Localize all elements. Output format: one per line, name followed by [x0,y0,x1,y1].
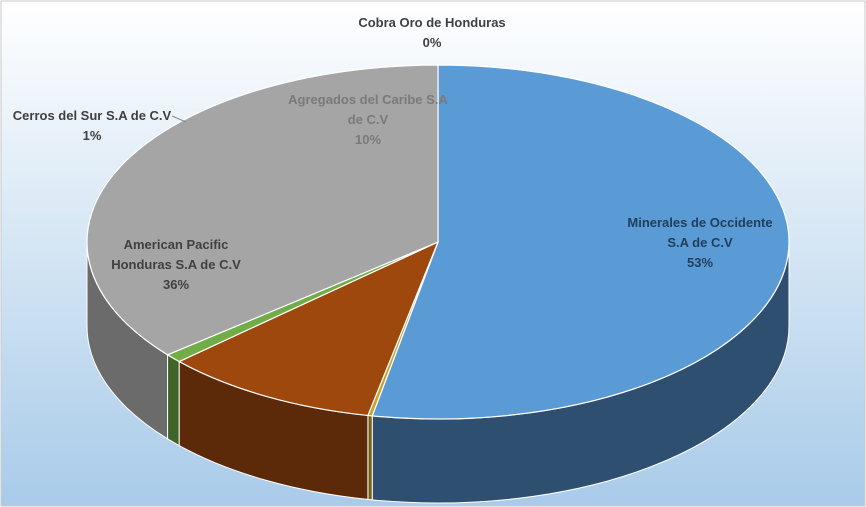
slice-percent-label: 0% [423,35,442,50]
pie-slice-side [167,353,180,447]
pie-labels: Minerales de Occidente S.A de C.V 53% Cobra… [13,15,773,292]
slice-percent-label: 10% [355,132,381,147]
slice-data-label: Cobra Oro de Honduras 0% [358,15,505,50]
label-leader-line [171,115,187,123]
pie-slice [371,64,790,420]
slice-name-label: Cobra Oro de Honduras [358,15,505,30]
slice-data-label: Minerales de Occidente S.A de C.V 53% [627,215,772,270]
slice-data-label: Agregados del Caribe S.A de C.V 10% [288,92,448,147]
pie-top-faces [86,64,790,420]
slice-data-label: American Pacific Honduras S.A de C.V 36% [111,237,241,292]
slice-name-label: Minerales de Occidente [627,215,772,230]
pie-slice [177,240,440,417]
slice-name-label: de C.V [348,112,389,127]
slice-percent-label: 53% [687,255,713,270]
slice-data-label: Cerros del Sur S.A de C.V 1% [13,108,172,143]
pie-slice [86,64,439,356]
slice-name-label: Cerros del Sur S.A de C.V [13,108,172,123]
slice-name-label: Agregados del Caribe S.A [288,92,448,107]
slice-percent-label: 36% [163,277,189,292]
slice-name-label: Honduras S.A de C.V [111,257,241,272]
slice-name-label: American Pacific [124,237,229,252]
pie-slice-side [367,414,373,501]
slice-percent-label: 1% [83,128,102,143]
slice-name-label: S.A de C.V [667,235,733,250]
